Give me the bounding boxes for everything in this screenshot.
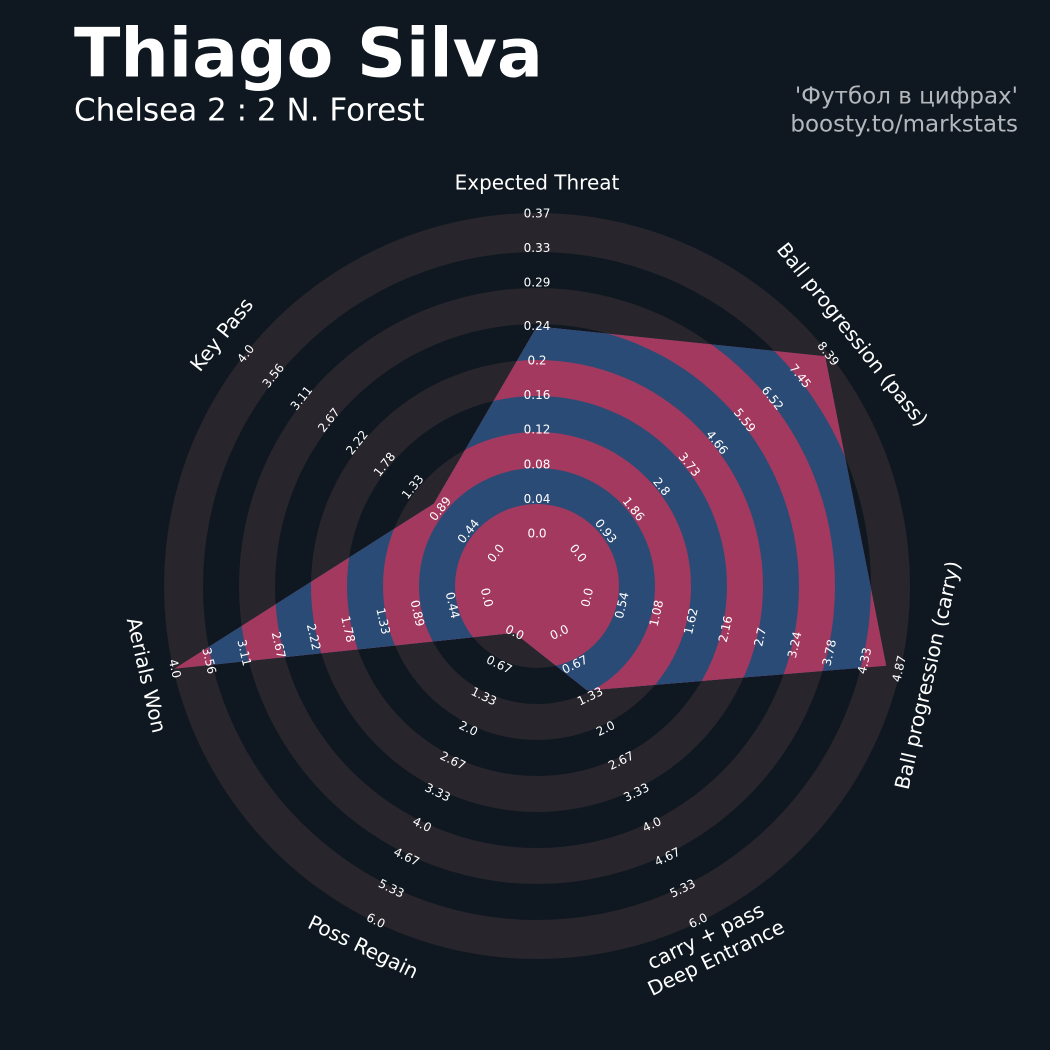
tick-label: 3.11 [234, 638, 254, 667]
tick-label: 3.56 [199, 646, 219, 675]
chart-title: Thiago Silva [74, 15, 543, 94]
tick-label: 2.67 [269, 630, 289, 659]
tick-label: 0.04 [524, 492, 551, 506]
tick-label: 0.33 [524, 241, 551, 255]
credit: boosty.to/markstats [790, 112, 1018, 138]
tick-label: 2.16 [716, 614, 736, 643]
tick-label: 3.24 [785, 630, 805, 659]
tick-label: 0.29 [524, 276, 551, 290]
chart-subtitle: Chelsea 2 : 2 N. Forest [74, 93, 425, 129]
axis-label: Expected Threat [455, 171, 620, 195]
tick-label: 0.2 [527, 354, 546, 368]
tick-label: 0.0 [578, 587, 596, 609]
tick-label: 0.54 [612, 591, 632, 620]
tick-label: 0.12 [524, 423, 551, 437]
tick-label: 1.78 [338, 615, 358, 644]
tick-label: 4.0 [166, 658, 184, 680]
tick-label: 1.62 [681, 607, 701, 636]
tick-label: 4.87 [889, 654, 909, 683]
tick-label: 1.33 [373, 607, 393, 636]
tick-label: 0.37 [524, 207, 551, 221]
tick-label: 2.7 [751, 626, 769, 648]
tick-label: 0.89 [408, 599, 428, 628]
tick-label: 0.16 [524, 388, 551, 402]
tick-label: 0.24 [524, 319, 551, 333]
ring-highlight [455, 504, 619, 668]
tick-label: 3.78 [820, 638, 840, 667]
tick-label: 2.22 [304, 622, 324, 651]
tick-label: 0.08 [524, 457, 551, 471]
tick-label: 0.44 [443, 591, 463, 620]
tick-label: 4.33 [855, 646, 875, 675]
tick-label: 0.0 [527, 527, 546, 541]
tick-label: 1.08 [647, 599, 667, 628]
credit: 'Футбол в цифрах' [795, 84, 1018, 110]
tick-label: 0.0 [478, 587, 496, 609]
